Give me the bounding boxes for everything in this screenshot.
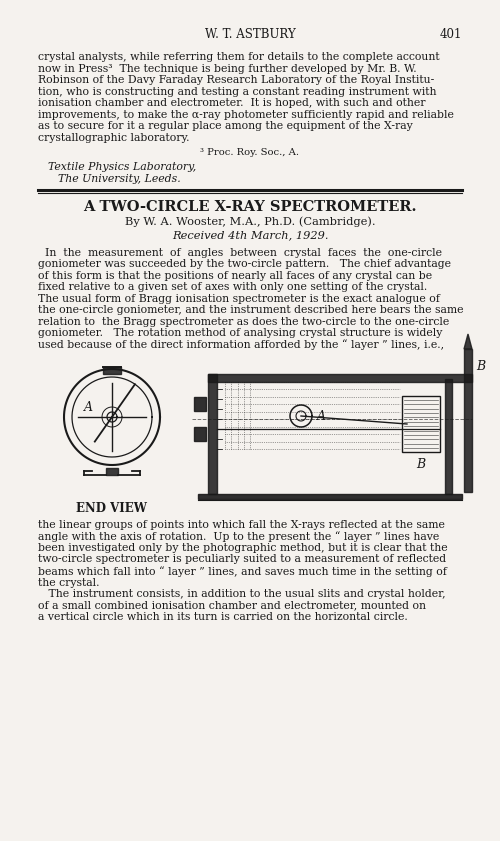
Text: 401: 401 [440, 28, 462, 41]
Polygon shape [106, 468, 118, 475]
Text: The University, Leeds.: The University, Leeds. [58, 173, 181, 183]
Polygon shape [464, 334, 472, 349]
Text: goniometer was succeeded by the two-circle pattern.   The chief advantage: goniometer was succeeded by the two-circ… [38, 259, 451, 269]
Text: In  the  measurement  of  angles  between  crystal  faces  the  one-circle: In the measurement of angles between cry… [38, 247, 442, 257]
Text: of a small combined ionisation chamber and electrometer, mounted on: of a small combined ionisation chamber a… [38, 600, 426, 611]
Text: as to secure for it a regular place among the equipment of the X-ray: as to secure for it a regular place amon… [38, 121, 413, 131]
Text: the crystal.: the crystal. [38, 578, 100, 588]
Text: tion, who is constructing and testing a constant reading instrument with: tion, who is constructing and testing a … [38, 87, 436, 97]
Text: improvements, to make the α-ray photometer sufficiently rapid and reliable: improvements, to make the α-ray photomet… [38, 109, 454, 119]
Text: beams which fall into “ layer ” lines, and saves much time in the setting of: beams which fall into “ layer ” lines, a… [38, 566, 447, 577]
Text: goniometer.   The rotation method of analysing crystal structure is widely: goniometer. The rotation method of analy… [38, 328, 442, 338]
Text: By W. A. Wooster, M.A., Ph.D. (Cambridge).: By W. A. Wooster, M.A., Ph.D. (Cambridge… [124, 216, 376, 227]
Text: crystallographic laboratory.: crystallographic laboratory. [38, 133, 190, 142]
Text: crystal analysts, while referring them for details to the complete account: crystal analysts, while referring them f… [38, 52, 440, 62]
Text: A: A [84, 400, 92, 414]
Text: angle with the axis of rotation.  Up to the present the “ layer ” lines have: angle with the axis of rotation. Up to t… [38, 532, 440, 542]
Text: The instrument consists, in addition to the usual slits and crystal holder,: The instrument consists, in addition to … [38, 589, 446, 599]
Text: The usual form of Bragg ionisation spectrometer is the exact analogue of: The usual form of Bragg ionisation spect… [38, 294, 440, 304]
Polygon shape [194, 427, 206, 441]
Text: two-circle spectrometer is peculiarly suited to a measurement of reflected: two-circle spectrometer is peculiarly su… [38, 554, 446, 564]
Text: W. T. ASTBURY: W. T. ASTBURY [204, 28, 296, 41]
Polygon shape [208, 374, 217, 494]
Text: A: A [317, 410, 326, 423]
Text: ³ Proc. Roy. Soc., A.: ³ Proc. Roy. Soc., A. [200, 148, 300, 157]
Text: END VIEW: END VIEW [76, 502, 148, 515]
Text: now in Press³  The technique is being further developed by Mr. B. W.: now in Press³ The technique is being fur… [38, 64, 416, 73]
Text: Received 4th March, 1929.: Received 4th March, 1929. [172, 230, 328, 241]
Text: A TWO-CIRCLE X-RAY SPECTROMETER.: A TWO-CIRCLE X-RAY SPECTROMETER. [83, 199, 417, 214]
Text: the linear groups of points into which fall the X-rays reflected at the same: the linear groups of points into which f… [38, 520, 445, 530]
Text: used because of the direct information afforded by the “ layer ” lines, i.e.,: used because of the direct information a… [38, 340, 444, 351]
Polygon shape [194, 397, 206, 411]
Text: a vertical circle which in its turn is carried on the horizontal circle.: a vertical circle which in its turn is c… [38, 612, 408, 622]
Polygon shape [103, 367, 121, 374]
Text: B: B [416, 458, 426, 471]
Text: the one-circle goniometer, and the instrument described here bears the same: the one-circle goniometer, and the instr… [38, 305, 464, 315]
Text: fixed relative to a given set of axes with only one setting of the crystal.: fixed relative to a given set of axes wi… [38, 282, 427, 292]
Polygon shape [198, 494, 462, 499]
Text: Textile Physics Laboratory,: Textile Physics Laboratory, [48, 162, 196, 172]
Text: of this form is that the positions of nearly all faces of any crystal can be: of this form is that the positions of ne… [38, 271, 432, 281]
Text: relation to  the Bragg spectrometer as does the two-circle to the one-circle: relation to the Bragg spectrometer as do… [38, 316, 449, 326]
Polygon shape [464, 349, 472, 492]
Polygon shape [208, 374, 472, 382]
Text: B: B [476, 360, 485, 373]
Text: ionisation chamber and electrometer.  It is hoped, with such and other: ionisation chamber and electrometer. It … [38, 98, 426, 108]
Polygon shape [445, 379, 452, 494]
Bar [402, 396, 440, 452]
Text: Robinson of the Davy Faraday Research Laboratory of the Royal Institu-: Robinson of the Davy Faraday Research La… [38, 75, 434, 85]
Text: been investigated only by the photographic method, but it is clear that the: been investigated only by the photograph… [38, 543, 448, 553]
